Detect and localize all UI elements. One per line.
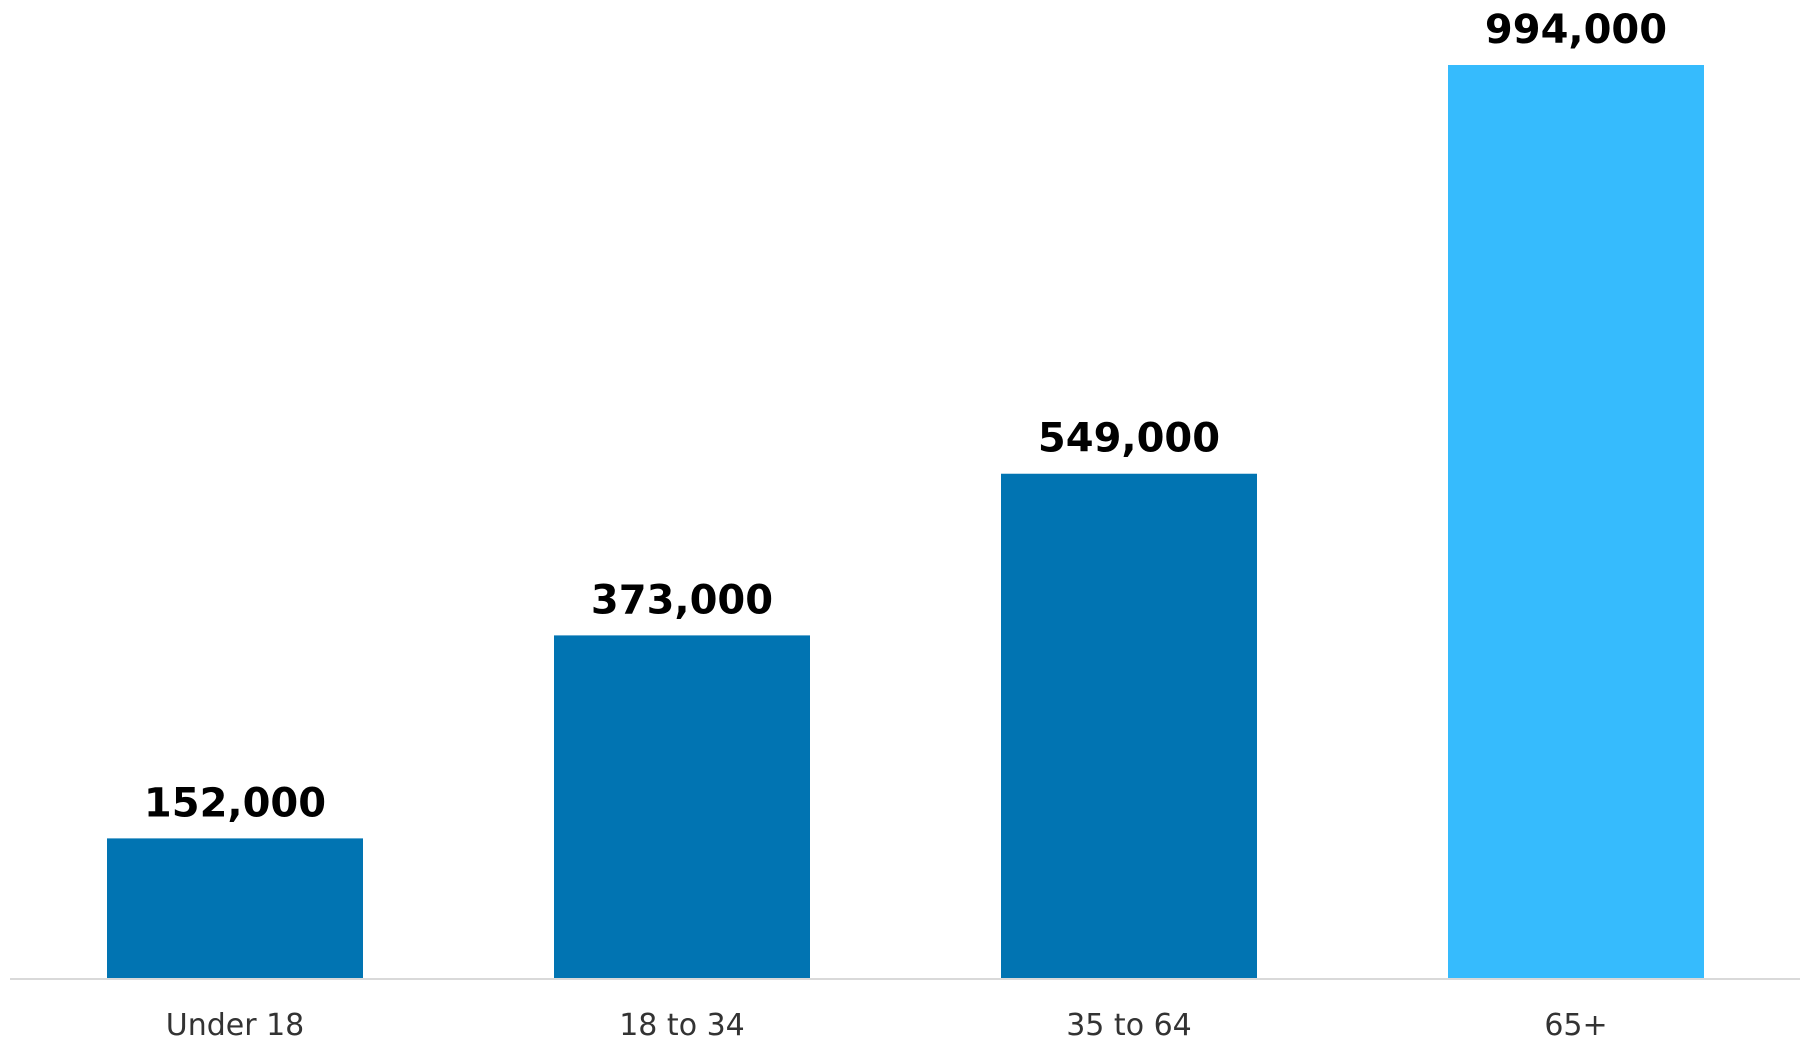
value-label: 373,000 (591, 577, 773, 623)
bar-35-to-64 (1001, 473, 1257, 978)
value-label: 994,000 (1485, 7, 1667, 53)
category-label: Under 18 (166, 1008, 305, 1041)
value-label: 152,000 (144, 780, 326, 826)
bar-under-18 (107, 838, 363, 978)
category-label: 65+ (1544, 1008, 1607, 1041)
category-label: 35 to 64 (1066, 1008, 1192, 1041)
bars-group (107, 65, 1704, 978)
bar-18-to-34 (554, 635, 810, 978)
value-labels-group: 152,000 373,000 549,000 994,000 (144, 7, 1667, 826)
value-label: 549,000 (1038, 416, 1220, 462)
category-labels-group: Under 18 18 to 34 35 to 64 65+ (166, 1008, 1608, 1041)
category-label: 18 to 34 (619, 1008, 745, 1041)
bar-65 (1448, 65, 1704, 978)
